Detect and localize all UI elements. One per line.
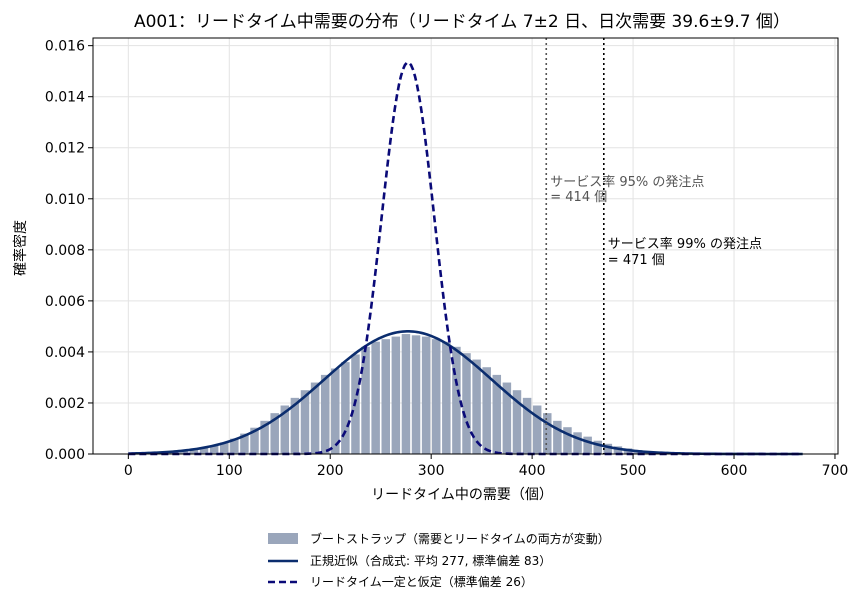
histogram-bar (209, 445, 219, 454)
histogram-bar (452, 346, 461, 454)
histogram-bar (391, 336, 401, 454)
chart-title: A001：リードタイム中需要の分布（リードタイム 7±2 日、日次需要 39.6… (134, 12, 790, 32)
histogram-bar (240, 433, 249, 454)
histogram-bar (341, 362, 350, 454)
y-tick-label: 0.004 (45, 345, 85, 361)
x-tick-label: 0 (124, 463, 133, 479)
reorder-point-value: = 471 個 (608, 253, 665, 268)
histogram-bar (593, 440, 602, 454)
histogram-bar (290, 397, 300, 454)
histogram-bar (401, 334, 411, 454)
histogram-bar (502, 382, 512, 454)
legend-swatch-histogram (268, 533, 298, 544)
x-tick-label: 400 (519, 463, 546, 479)
reorder-point-label: サービス率 99% の発注点 (608, 236, 762, 252)
histogram-bar (421, 336, 431, 454)
histogram-bar (573, 432, 582, 454)
histogram-bar (250, 427, 259, 454)
histogram-bar (522, 397, 532, 454)
histogram-bar (260, 420, 269, 454)
histogram-bar (280, 405, 290, 454)
legend-label-histogram: ブートストラップ（需要とリードタイムの両方が変動） (310, 531, 610, 546)
histogram-bar (482, 367, 491, 454)
histogram-bar (371, 341, 380, 454)
histogram-bar (543, 413, 552, 454)
x-tick-label: 200 (317, 463, 344, 479)
y-tick-label: 0.000 (45, 447, 85, 463)
reorder-point-value: = 414 個 (550, 190, 607, 205)
y-tick-label: 0.012 (45, 141, 85, 157)
legend-label-normal: 正規近似（合成式: 平均 277, 標準偏差 83） (310, 553, 551, 568)
y-tick-label: 0.014 (45, 90, 85, 106)
y-tick-label: 0.008 (45, 243, 85, 259)
x-axis: 0 100 200 300 400 500 600 700 (124, 454, 848, 479)
x-axis-title: リードタイム中の需要（個） (371, 487, 553, 503)
x-tick-label: 700 (822, 463, 849, 479)
histogram-bar (310, 382, 320, 454)
histogram-bars (149, 334, 663, 454)
histogram-bar (219, 442, 229, 454)
histogram-bar (199, 448, 209, 454)
histogram-bar (563, 427, 572, 454)
histogram-bar (462, 353, 471, 454)
histogram-bar (361, 346, 370, 454)
histogram-bar (381, 339, 390, 454)
histogram-bar (442, 341, 451, 454)
histogram-bar (532, 405, 542, 454)
y-tick-label: 0.006 (45, 294, 85, 310)
y-tick-label: 0.010 (45, 192, 85, 208)
y-axis: 0.000 0.002 0.004 0.006 0.008 0.010 0.012 0.014… (45, 39, 93, 463)
histogram-bar (431, 339, 441, 454)
x-tick-label: 600 (721, 463, 748, 479)
histogram-bar (230, 438, 239, 454)
legend: ブートストラップ（需要とリードタイムの両方が変動） 正規近似（合成式: 平均 27… (268, 531, 610, 589)
legend-label-constant: リードタイム一定と仮定（標準偏差 26） (310, 574, 533, 589)
histogram-bar (270, 413, 279, 454)
x-tick-label: 100 (216, 463, 243, 479)
y-axis-title: 確率密度 (12, 220, 29, 276)
histogram-bar (331, 368, 340, 454)
histogram-bar (512, 390, 522, 454)
y-tick-label: 0.016 (45, 39, 85, 55)
histogram-bar (179, 451, 189, 454)
histogram-bar (492, 374, 502, 454)
grid (93, 38, 838, 455)
histogram-bar (189, 449, 199, 454)
histogram-bar (583, 436, 592, 454)
histogram-bar (472, 359, 481, 454)
histogram-bar (411, 335, 421, 454)
histogram-bar (320, 374, 330, 454)
histogram-bar (603, 443, 613, 454)
histogram-bar (300, 390, 310, 454)
plot-frame (92, 37, 839, 455)
histogram-bar (613, 446, 623, 454)
x-tick-label: 500 (620, 463, 647, 479)
x-tick-label: 300 (418, 463, 445, 479)
y-tick-label: 0.002 (45, 396, 85, 412)
histogram-bar (553, 420, 562, 454)
reorder-point-label: サービス率 95% の発注点 (550, 174, 704, 190)
